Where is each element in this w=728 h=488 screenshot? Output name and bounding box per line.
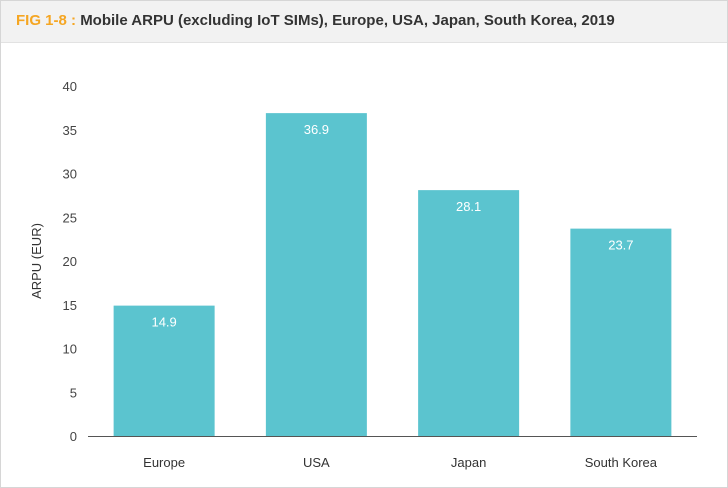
bar-data-label: 36.9 [304,122,329,137]
y-tick-label: 10 [63,342,77,357]
bars: 14.9 36.9 28.1 23.7 [113,113,672,436]
y-tick-label: 5 [70,385,77,400]
x-axis-categories: Europe USA Japan South Korea [143,455,658,470]
y-tick-label: 30 [63,167,77,182]
figure-label: FIG 1-8 : [16,12,77,29]
bar-japan [418,190,520,436]
y-tick-label: 35 [63,123,77,138]
y-axis-label: ARPU (EUR) [29,223,44,299]
bar-data-label: 28.1 [456,199,481,214]
y-tick-label: 15 [63,298,77,313]
y-tick-label: 20 [63,254,77,269]
y-axis-ticks: 0 5 10 15 20 25 30 35 40 [63,79,77,444]
bar-usa [265,113,367,436]
x-category-label: Europe [143,455,185,470]
y-tick-label: 25 [63,210,77,225]
x-category-label: USA [303,455,330,470]
y-tick-label: 0 [70,429,77,444]
bar-data-label: 23.7 [608,238,633,253]
bar-europe [113,305,215,436]
chart-title: FIG 1-8 : Mobile ARPU (excluding IoT SIM… [16,12,615,29]
x-category-label: South Korea [585,455,658,470]
bar-south-korea [570,228,672,436]
x-category-label: Japan [451,455,486,470]
y-tick-label: 40 [63,79,77,94]
title-bar: FIG 1-8 : Mobile ARPU (excluding IoT SIM… [1,1,727,43]
bar-data-label: 14.9 [151,315,176,330]
figure-title: Mobile ARPU (excluding IoT SIMs), Europe… [80,12,615,29]
